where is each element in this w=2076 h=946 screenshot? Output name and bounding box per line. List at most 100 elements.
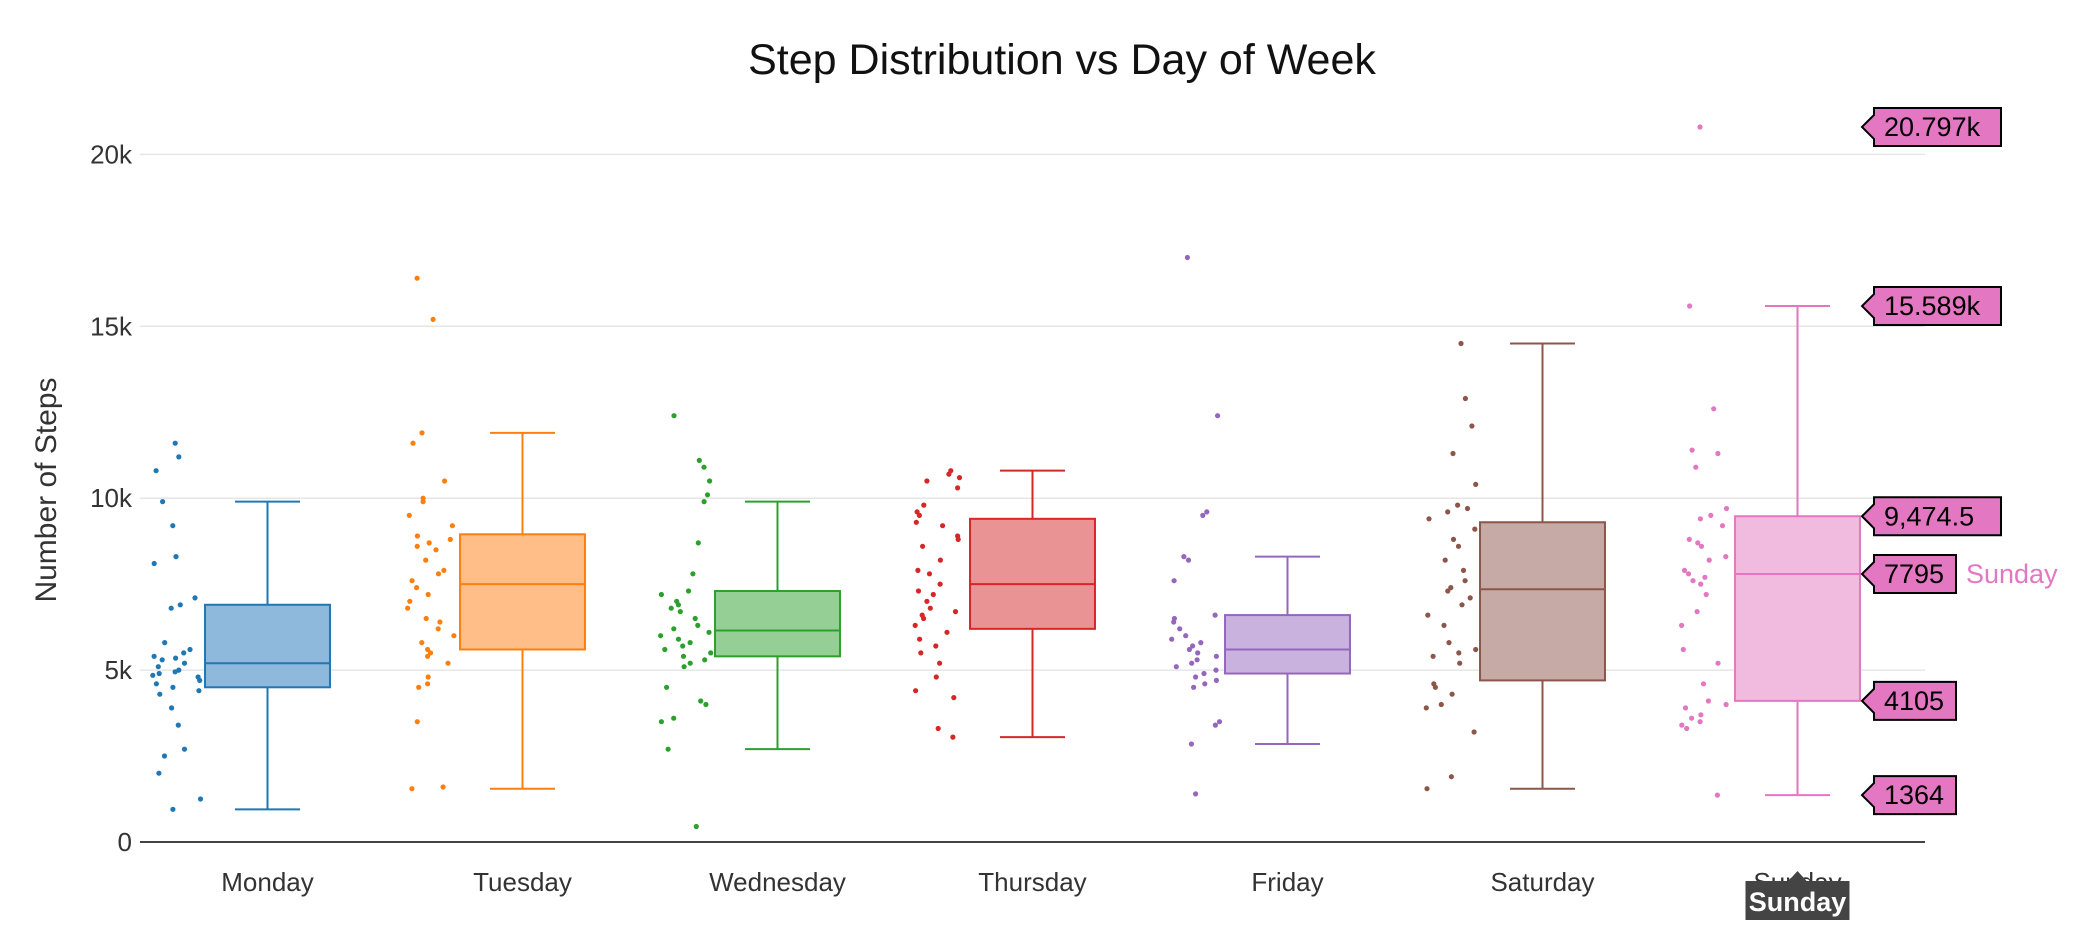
point-monday-11 <box>187 646 193 653</box>
point-monday-0 <box>172 440 178 446</box>
point-friday-17 <box>1213 653 1219 659</box>
point-sunday-12 <box>1698 543 1705 549</box>
x-tick-label-saturday: Saturday <box>1490 867 1594 897</box>
point-tuesday-2 <box>419 430 425 436</box>
point-wednesday-26 <box>687 660 693 666</box>
x-tick-label-thursday: Thursday <box>978 867 1086 897</box>
point-friday-26 <box>1191 684 1197 690</box>
point-friday-28 <box>1212 722 1218 728</box>
hover-label-0: 20.797k <box>1884 112 1981 142</box>
point-sunday-10 <box>1686 536 1692 543</box>
point-friday-29 <box>1188 741 1194 747</box>
point-wednesday-33 <box>665 746 671 752</box>
point-monday-8 <box>177 602 183 608</box>
point-monday-29 <box>175 722 181 728</box>
point-monday-31 <box>161 753 168 759</box>
point-friday-24 <box>1213 677 1219 684</box>
point-sunday-0 <box>1697 124 1703 130</box>
hover-tag-4 <box>1860 680 1957 721</box>
point-monday-26 <box>196 688 202 694</box>
point-saturday-27 <box>1432 684 1438 690</box>
point-sunday-17 <box>1702 574 1708 580</box>
point-tuesday-29 <box>425 653 431 659</box>
box-sunday <box>1734 515 1861 702</box>
point-friday-25 <box>1202 681 1208 687</box>
point-thursday-1 <box>946 471 952 477</box>
point-friday-4 <box>1181 554 1187 560</box>
point-wednesday-18 <box>658 633 664 639</box>
box-friday <box>1224 614 1351 675</box>
point-tuesday-25 <box>451 633 457 639</box>
point-monday-33 <box>197 796 204 802</box>
axis-tip-label: Sunday <box>1749 887 1847 917</box>
point-saturday-2 <box>1469 423 1475 429</box>
box-saturday <box>1479 521 1606 682</box>
point-monday-25 <box>170 684 176 690</box>
point-monday-23 <box>197 677 203 684</box>
point-thursday-32 <box>951 695 957 701</box>
point-friday-21 <box>1213 667 1219 673</box>
point-thursday-16 <box>937 581 943 587</box>
box-wednesday <box>714 590 841 658</box>
point-thursday-9 <box>940 523 946 529</box>
point-thursday-5 <box>921 502 927 508</box>
point-thursday-4 <box>955 485 961 491</box>
point-thursday-28 <box>918 650 924 656</box>
y-tick-label-10000: 10k <box>90 483 133 513</box>
point-wednesday-9 <box>658 591 665 598</box>
point-sunday-26 <box>1705 698 1711 704</box>
point-saturday-16 <box>1445 588 1451 594</box>
point-thursday-31 <box>913 688 919 694</box>
point-sunday-8 <box>1697 516 1703 522</box>
point-friday-13 <box>1198 640 1204 646</box>
point-sunday-32 <box>1679 722 1685 728</box>
point-sunday-31 <box>1697 719 1703 725</box>
point-sunday-24 <box>1715 660 1721 666</box>
axis-tip-box <box>1745 881 1850 920</box>
point-wednesday-5 <box>701 499 707 505</box>
point-sunday-2 <box>1711 406 1717 412</box>
point-saturday-11 <box>1455 543 1462 549</box>
point-tuesday-20 <box>407 598 413 604</box>
point-sunday-19 <box>1698 581 1704 587</box>
point-wednesday-14 <box>692 615 698 622</box>
point-thursday-20 <box>927 605 933 611</box>
point-saturday-1 <box>1462 395 1468 402</box>
point-monday-34 <box>170 806 176 812</box>
point-wednesday-7 <box>690 571 696 577</box>
point-monday-20 <box>156 670 162 677</box>
hover-tag-0 <box>1860 106 2002 147</box>
box-thursday <box>969 517 1096 630</box>
point-saturday-9 <box>1472 526 1478 532</box>
hover-label-2: 9,474.5 <box>1884 501 1974 531</box>
point-monday-24 <box>153 681 159 687</box>
point-thursday-29 <box>937 660 943 666</box>
point-tuesday-32 <box>425 681 431 687</box>
point-saturday-12 <box>1442 557 1448 563</box>
point-thursday-34 <box>950 734 956 740</box>
point-monday-5 <box>173 554 179 560</box>
point-sunday-23 <box>1680 646 1686 653</box>
point-saturday-21 <box>1446 640 1452 646</box>
point-thursday-17 <box>915 588 922 594</box>
point-friday-5 <box>1185 557 1192 563</box>
point-tuesday-23 <box>437 619 443 625</box>
point-saturday-13 <box>1460 567 1467 574</box>
point-saturday-6 <box>1464 505 1471 512</box>
point-sunday-25 <box>1700 681 1707 687</box>
y-tick-label-15000: 15k <box>90 311 133 341</box>
hover-label-5: 1364 <box>1884 780 1944 810</box>
point-wednesday-13 <box>677 609 683 615</box>
point-friday-30 <box>1193 791 1199 797</box>
point-saturday-22 <box>1473 646 1479 653</box>
x-axis-ticks: Monday Tuesday Wednesday Thursday Friday Satu… <box>221 867 1841 897</box>
point-wednesday-0 <box>671 413 677 419</box>
point-thursday-8 <box>913 519 919 525</box>
point-wednesday-29 <box>698 698 704 704</box>
point-tuesday-26 <box>419 640 425 646</box>
point-friday-1 <box>1215 413 1221 419</box>
point-saturday-14 <box>1462 578 1468 584</box>
point-wednesday-8 <box>685 588 692 594</box>
point-thursday-13 <box>937 557 944 563</box>
